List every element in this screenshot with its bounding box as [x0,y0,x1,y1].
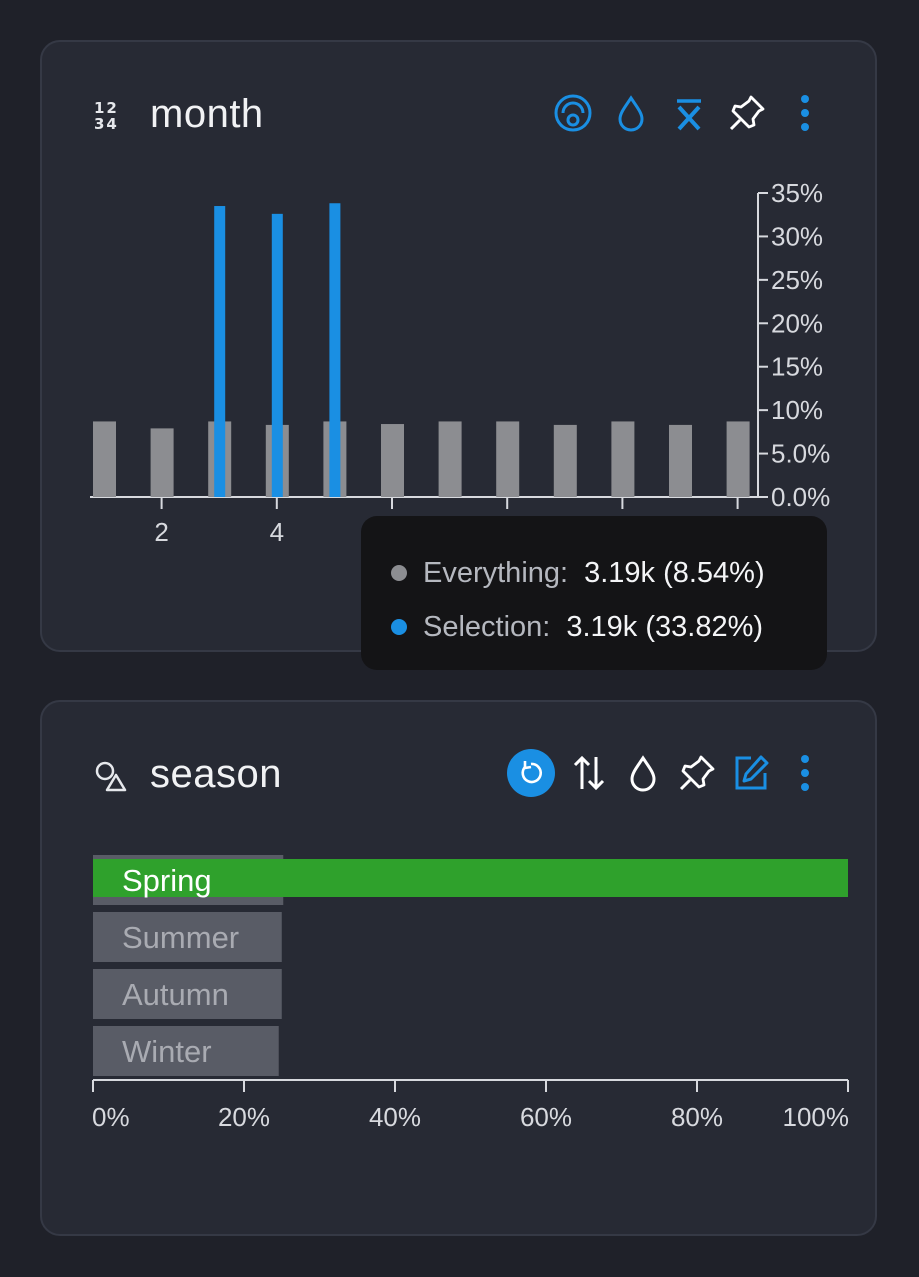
bar-everything-8 [496,421,520,497]
tooltip-everything-label: Everything: [423,556,569,589]
bar-everything-1 [93,421,116,497]
bar-everything-11 [669,424,692,497]
numeric-type-icon: 12 34 [94,99,119,133]
tooltip-row-everything: Everything: 3.19k (8.54%) [391,546,827,600]
tooltip-selection-value: 3.19k (33.82%) [566,610,764,643]
tooltip-row-selection: Selection: 3.19k (33.82%) [391,600,827,654]
bar-everything-winter [93,1026,279,1076]
panel-title-season: season [150,752,282,796]
x-tick-label: 0% [92,1102,130,1132]
bar-selection-4 [271,213,283,498]
x-tick-label: 4 [270,517,284,547]
y-tick-label: 35% [771,178,823,208]
x-bar-mean-icon[interactable] [669,93,709,133]
month-tooltip: Everything: 3.19k (8.54%) Selection: 3.1… [361,516,827,670]
y-tick-label: 30% [771,221,823,251]
x-tick-label: 80% [671,1102,723,1132]
x-tick-label: 20% [218,1102,270,1132]
y-tick-label: 0.0% [771,482,830,512]
sort-icon[interactable] [569,753,609,793]
bar-selection-5 [329,203,341,497]
fill-color-icon[interactable] [623,753,663,793]
bar-everything-autumn [93,969,282,1019]
y-tick-label: 25% [771,265,823,295]
category-label-winter: Winter [122,1034,212,1069]
x-tick-label: 40% [369,1102,421,1132]
bar-everything-summer [93,912,282,962]
x-tick-label: 100% [783,1102,850,1132]
reset-icon[interactable] [507,749,555,797]
tooltip-everything-value: 3.19k (8.54%) [584,556,765,589]
bar-everything-6 [381,424,404,497]
tooltip-selection-label: Selection: [423,610,551,643]
bar-everything-7 [438,421,462,497]
category-label-autumn: Autumn [122,977,229,1012]
category-label-spring: Spring [122,863,212,898]
pin-icon[interactable] [677,753,717,793]
y-tick-label: 20% [771,308,823,338]
bar-everything-12 [726,421,750,497]
bar-everything-9 [553,424,577,497]
categorical-shapes-icon [94,760,128,799]
edit-icon[interactable] [731,753,771,793]
fill-color-icon[interactable] [611,93,651,133]
category-label-summer: Summer [122,920,239,955]
bar-everything-2 [150,428,174,497]
panel-title-month: month [150,92,264,136]
season-toolbar [507,749,825,797]
selection-dot [391,619,407,635]
season-bar-chart[interactable]: Spring Summer Autumn Winter 0% 20% 40% 60% 80% 10… [42,702,879,1238]
more-vertical-icon[interactable] [785,93,825,133]
x-tick-label: 60% [520,1102,572,1132]
y-tick-label: 5.0% [771,439,830,469]
season-panel: season Spring Summer Autumn Winter 0% 20% 40% 6… [40,700,877,1236]
bar-everything-10 [611,421,635,497]
y-tick-label: 10% [771,395,823,425]
more-vertical-icon[interactable] [785,753,825,793]
month-toolbar [553,90,825,136]
x-tick-label: 2 [154,517,168,547]
bar-selection-spring [93,859,848,897]
month-histogram[interactable]: 2 4 35% 30% 25% 20% 15% 10% 5.0% 0.0% [42,42,879,654]
bar-selection-3 [214,206,226,497]
brush-selection-icon[interactable] [553,93,593,133]
y-tick-label: 15% [771,352,823,382]
pin-icon[interactable] [727,93,767,133]
everything-dot [391,565,407,581]
